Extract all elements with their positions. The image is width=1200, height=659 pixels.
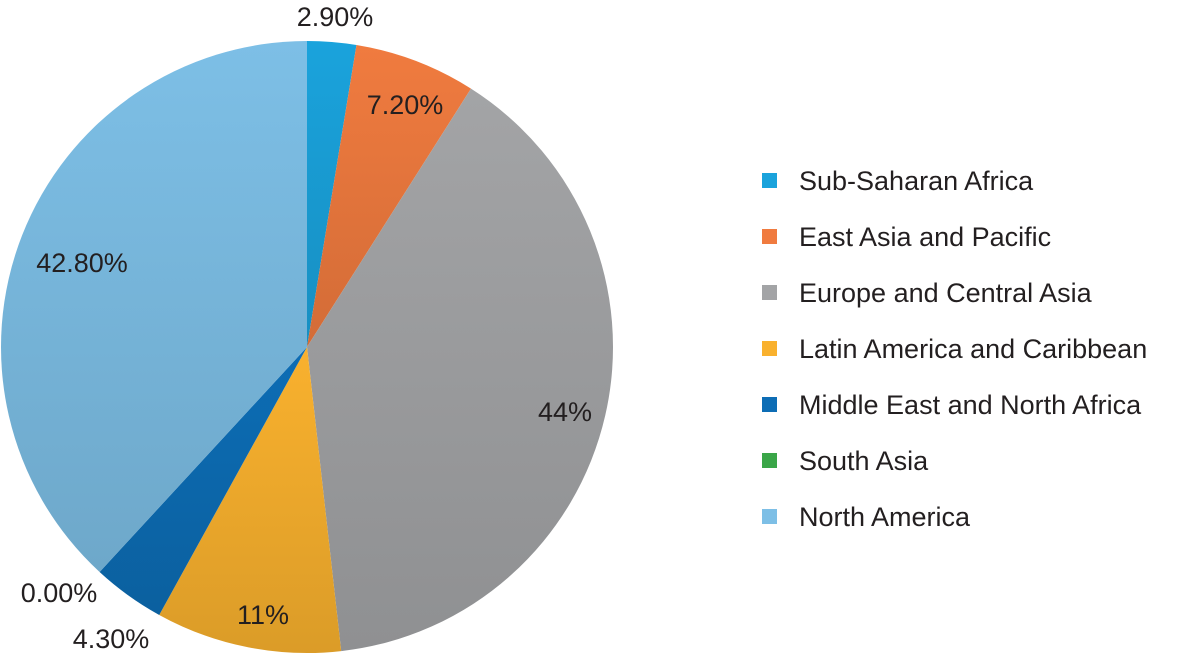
legend-swatch-south-asia xyxy=(762,453,777,468)
legend-label-middle-east-and-north-africa: Middle East and North Africa xyxy=(799,390,1142,420)
legend-label-north-america: North America xyxy=(799,502,971,532)
pie-slice-sub-saharan-africa xyxy=(307,41,357,347)
data-label-south-asia: 0.00% xyxy=(21,578,98,608)
pie-slice-middle-east-and-north-africa xyxy=(99,347,307,615)
data-label-latin-america-and-caribbean: 11% xyxy=(237,600,289,630)
data-label-middle-east-and-north-africa: 4.30% xyxy=(73,624,150,654)
legend-swatch-europe-and-central-asia xyxy=(762,285,777,300)
legend-label-sub-saharan-africa: Sub-Saharan Africa xyxy=(799,166,1034,196)
data-label-east-asia-and-pacific: 7.20% xyxy=(367,90,444,120)
pie-slice-east-asia-and-pacific xyxy=(307,45,471,347)
legend-swatch-latin-america-and-caribbean xyxy=(762,341,777,356)
legend-swatch-sub-saharan-africa xyxy=(762,173,777,188)
legend-swatch-middle-east-and-north-africa xyxy=(762,397,777,412)
pie-slices xyxy=(1,41,614,653)
legend: Sub-Saharan Africa East Asia and Pacific E… xyxy=(762,166,1147,532)
data-label-sub-saharan-africa: 2.90% xyxy=(297,2,374,32)
pie-slice-latin-america-and-caribbean xyxy=(159,347,342,653)
data-label-north-america: 42.80% xyxy=(36,248,128,278)
pie-slice-europe-and-central-asia xyxy=(307,88,614,652)
legend-label-east-asia-and-pacific: East Asia and Pacific xyxy=(799,222,1051,252)
legend-swatch-east-asia-and-pacific xyxy=(762,229,777,244)
pie-value-labels: 2.90% 7.20% 44% 11% 4.30% 0.00% 42.80% xyxy=(21,2,592,654)
legend-swatch-north-america xyxy=(762,509,777,524)
legend-label-latin-america-and-caribbean: Latin America and Caribbean xyxy=(799,334,1147,364)
legend-label-south-asia: South Asia xyxy=(799,446,929,476)
data-label-europe-and-central-asia: 44% xyxy=(538,397,592,427)
pie-slice-north-america xyxy=(1,41,308,572)
legend-label-europe-and-central-asia: Europe and Central Asia xyxy=(799,278,1093,308)
